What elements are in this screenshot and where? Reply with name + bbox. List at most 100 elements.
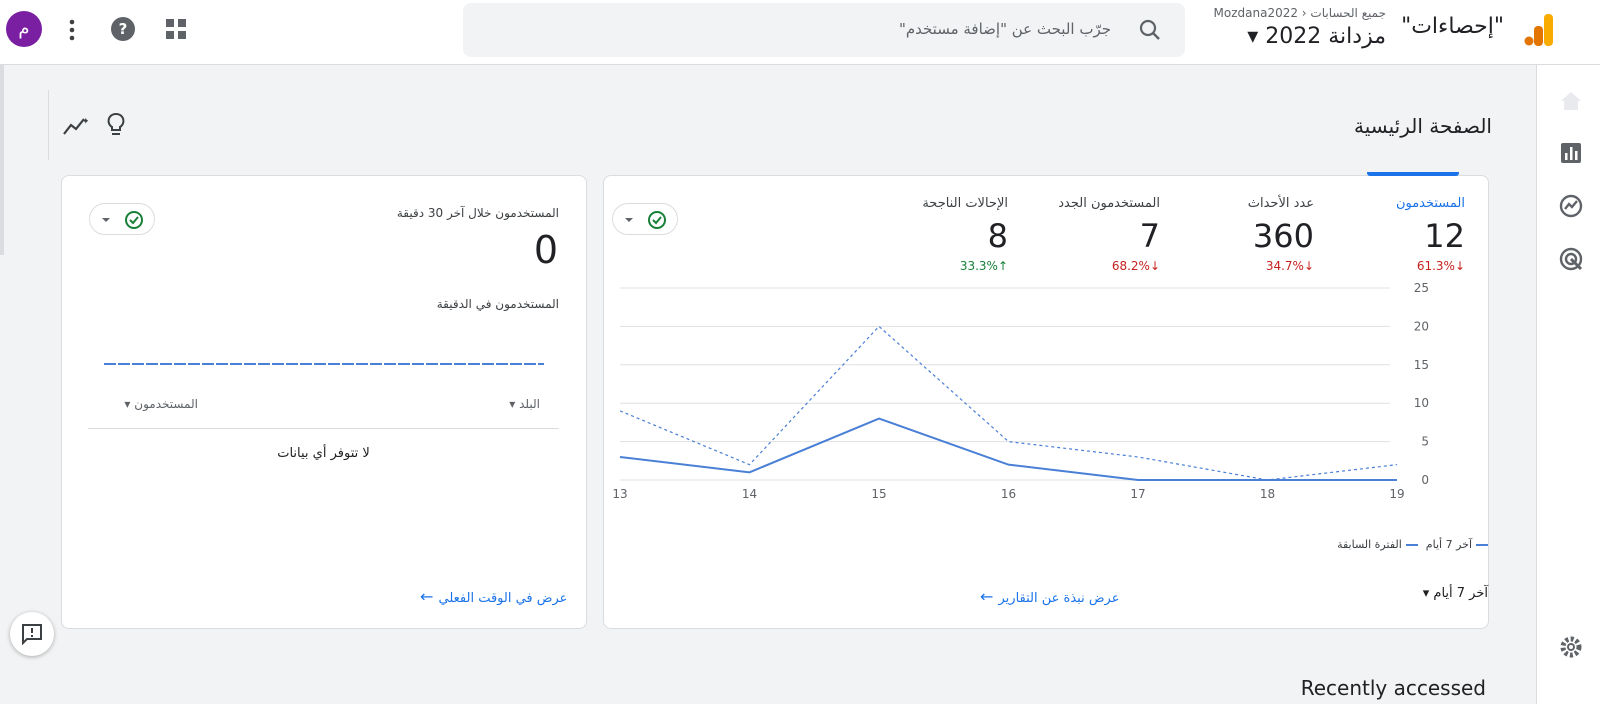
overview-link-text[interactable]: عرض نبذة عن التقارير bbox=[998, 591, 1120, 606]
metric-label: عدد الأحداث bbox=[1247, 196, 1314, 211]
realtime-toggle[interactable] bbox=[89, 203, 155, 235]
property-name: مزدانة 2022 bbox=[1265, 24, 1386, 49]
y-tick-label: 0 bbox=[1421, 473, 1429, 487]
change-value: 68.2% bbox=[1111, 259, 1150, 273]
y-tick-label: 10 bbox=[1414, 396, 1429, 410]
x-tick-label: 18 bbox=[1260, 487, 1275, 501]
top-bar: "إحصاءات" جميع الحسابات ‹ Mozdana2022 مز… bbox=[0, 0, 1600, 65]
change-value: 34.7% bbox=[1265, 259, 1304, 273]
metric-value: 12 bbox=[1424, 217, 1465, 255]
svg-text:?: ? bbox=[119, 20, 128, 38]
metric[interactable]: الإحالات الناجحة 8 ↑33.3% bbox=[858, 196, 1008, 273]
metric-label: المستخدمون bbox=[1395, 196, 1465, 211]
page-title: الصفحة الرئيسية bbox=[1354, 114, 1492, 138]
insights-icon[interactable]: ✦ bbox=[62, 114, 88, 138]
metric-change: ↑33.3% bbox=[858, 259, 1008, 273]
property-selector[interactable]: مزدانة 2022 ▾ bbox=[1247, 24, 1386, 49]
svg-text:✦: ✦ bbox=[82, 117, 88, 127]
metric-value: 7 bbox=[1139, 217, 1160, 255]
realtime-subtitle: المستخدمون في الدقيقة bbox=[436, 297, 559, 311]
feedback-button[interactable] bbox=[10, 612, 54, 656]
compare-toggle[interactable] bbox=[612, 203, 678, 235]
y-tick-label: 15 bbox=[1414, 358, 1429, 372]
account-name[interactable]: Mozdana2022 bbox=[1213, 6, 1298, 20]
series-line bbox=[619, 325, 1398, 481]
metric-change: ↓68.2% bbox=[1010, 259, 1160, 273]
breadcrumb[interactable]: جميع الحسابات ‹ Mozdana2022 bbox=[1213, 6, 1386, 20]
compare-icons bbox=[625, 211, 666, 229]
legend-item: آخر 7 أيام bbox=[1426, 538, 1488, 551]
realtime-link[interactable]: عرض في الوقت الفعلي ← bbox=[420, 587, 568, 606]
trend-arrow: ↓ bbox=[1149, 259, 1160, 273]
x-tick-label: 17 bbox=[1130, 487, 1145, 501]
divider bbox=[88, 428, 559, 429]
metric: المستخدمون bbox=[134, 397, 198, 411]
search-placeholder: جرّب البحث عن "إضافة مستخدم" bbox=[898, 20, 1111, 38]
avatar[interactable]: م bbox=[6, 11, 42, 47]
legend-item: الفترة السابقة bbox=[1337, 538, 1418, 551]
side-rail bbox=[1536, 65, 1600, 704]
trend-arrow: ↑ bbox=[997, 259, 1008, 273]
logo bbox=[1524, 14, 1553, 46]
more-icon[interactable] bbox=[66, 18, 78, 42]
trend-arrow: ↓ bbox=[1454, 259, 1465, 273]
recently-accessed: Recently accessed bbox=[1300, 676, 1486, 700]
feedback-icon bbox=[22, 624, 42, 645]
change-value: 33.3% bbox=[959, 259, 998, 273]
realtime-sparkline bbox=[104, 363, 544, 365]
legend-swatch bbox=[1405, 544, 1418, 546]
home-icon[interactable] bbox=[1559, 89, 1583, 113]
metric[interactable]: عدد الأحداث 360 ↓34.7% bbox=[1164, 196, 1314, 273]
date-range-selector[interactable]: آخر 7 أيام ▾ bbox=[1422, 586, 1488, 601]
x-tick-label: 19 bbox=[1389, 487, 1404, 501]
metric[interactable]: المستخدمون الجدد 7 ↓68.2% bbox=[1010, 196, 1160, 273]
series-line bbox=[619, 417, 1397, 481]
scrollbar bbox=[0, 65, 4, 255]
y-tick-label: 5 bbox=[1421, 435, 1429, 449]
trend-arrow: ↓ bbox=[1303, 259, 1314, 273]
recommendations-icon[interactable] bbox=[106, 112, 126, 138]
x-tick-label: 16 bbox=[1001, 487, 1016, 501]
realtime-value: 0 bbox=[533, 228, 558, 272]
metric-label: الإحالات الناجحة bbox=[922, 196, 1008, 211]
metric-change: ↓34.7% bbox=[1164, 259, 1314, 273]
overview-link[interactable]: عرض نبذة عن التقارير ← bbox=[980, 587, 1120, 606]
settings-icon[interactable] bbox=[1559, 635, 1583, 659]
legend-label: آخر 7 أيام bbox=[1425, 538, 1472, 551]
explore-icon[interactable] bbox=[1559, 194, 1583, 218]
breadcrumb-all[interactable]: جميع الحسابات bbox=[1310, 6, 1386, 20]
search-box[interactable]: جرّب البحث عن "إضافة مستخدم" bbox=[463, 3, 1185, 57]
metric-label: المستخدمون الجدد bbox=[1058, 196, 1160, 211]
line-chart: 0 5 10 15 20 25 13 14 15 16 17 18 19 bbox=[612, 281, 1429, 501]
metric-change: ↓61.3% bbox=[1315, 259, 1465, 273]
help-icon[interactable]: ? bbox=[110, 16, 136, 42]
metric[interactable]: المستخدمون 12 ↓61.3% bbox=[1315, 196, 1465, 273]
y-tick-label: 25 bbox=[1414, 281, 1429, 295]
change-value: 61.3% bbox=[1416, 259, 1455, 273]
overview-card bbox=[603, 175, 1489, 629]
realtime-card bbox=[61, 175, 587, 629]
metric-selector[interactable]: المستخدمون ▾ bbox=[124, 397, 198, 411]
x-tick-label: 15 bbox=[871, 487, 886, 501]
divider bbox=[48, 90, 49, 160]
advertising-icon[interactable] bbox=[1559, 247, 1583, 271]
legend: آخر 7 أيام الفترة السابقة bbox=[1329, 538, 1488, 551]
y-tick-label: 20 bbox=[1414, 319, 1429, 333]
x-tick-label: 13 bbox=[612, 487, 627, 501]
dimension: البلد bbox=[519, 397, 540, 411]
realtime-title: المستخدمون خلال آخر 30 دقيقة bbox=[396, 206, 559, 220]
date-range: آخر 7 أيام bbox=[1433, 586, 1488, 601]
realtime-icons bbox=[102, 211, 143, 229]
x-tick-label: 14 bbox=[742, 487, 757, 501]
legend-swatch bbox=[1476, 544, 1488, 546]
selected-tab-indicator bbox=[1367, 172, 1459, 176]
metric-value: 360 bbox=[1252, 217, 1314, 255]
search-icon bbox=[1139, 19, 1160, 40]
dimension-selector[interactable]: البلد ▾ bbox=[509, 397, 540, 411]
apps-icon[interactable] bbox=[165, 18, 189, 42]
empty-message: لا تتوفر أي بيانات bbox=[277, 446, 370, 461]
reports-icon[interactable] bbox=[1559, 141, 1583, 165]
realtime-link-text[interactable]: عرض في الوقت الفعلي bbox=[438, 591, 568, 606]
legend-label: الفترة السابقة bbox=[1337, 538, 1402, 551]
